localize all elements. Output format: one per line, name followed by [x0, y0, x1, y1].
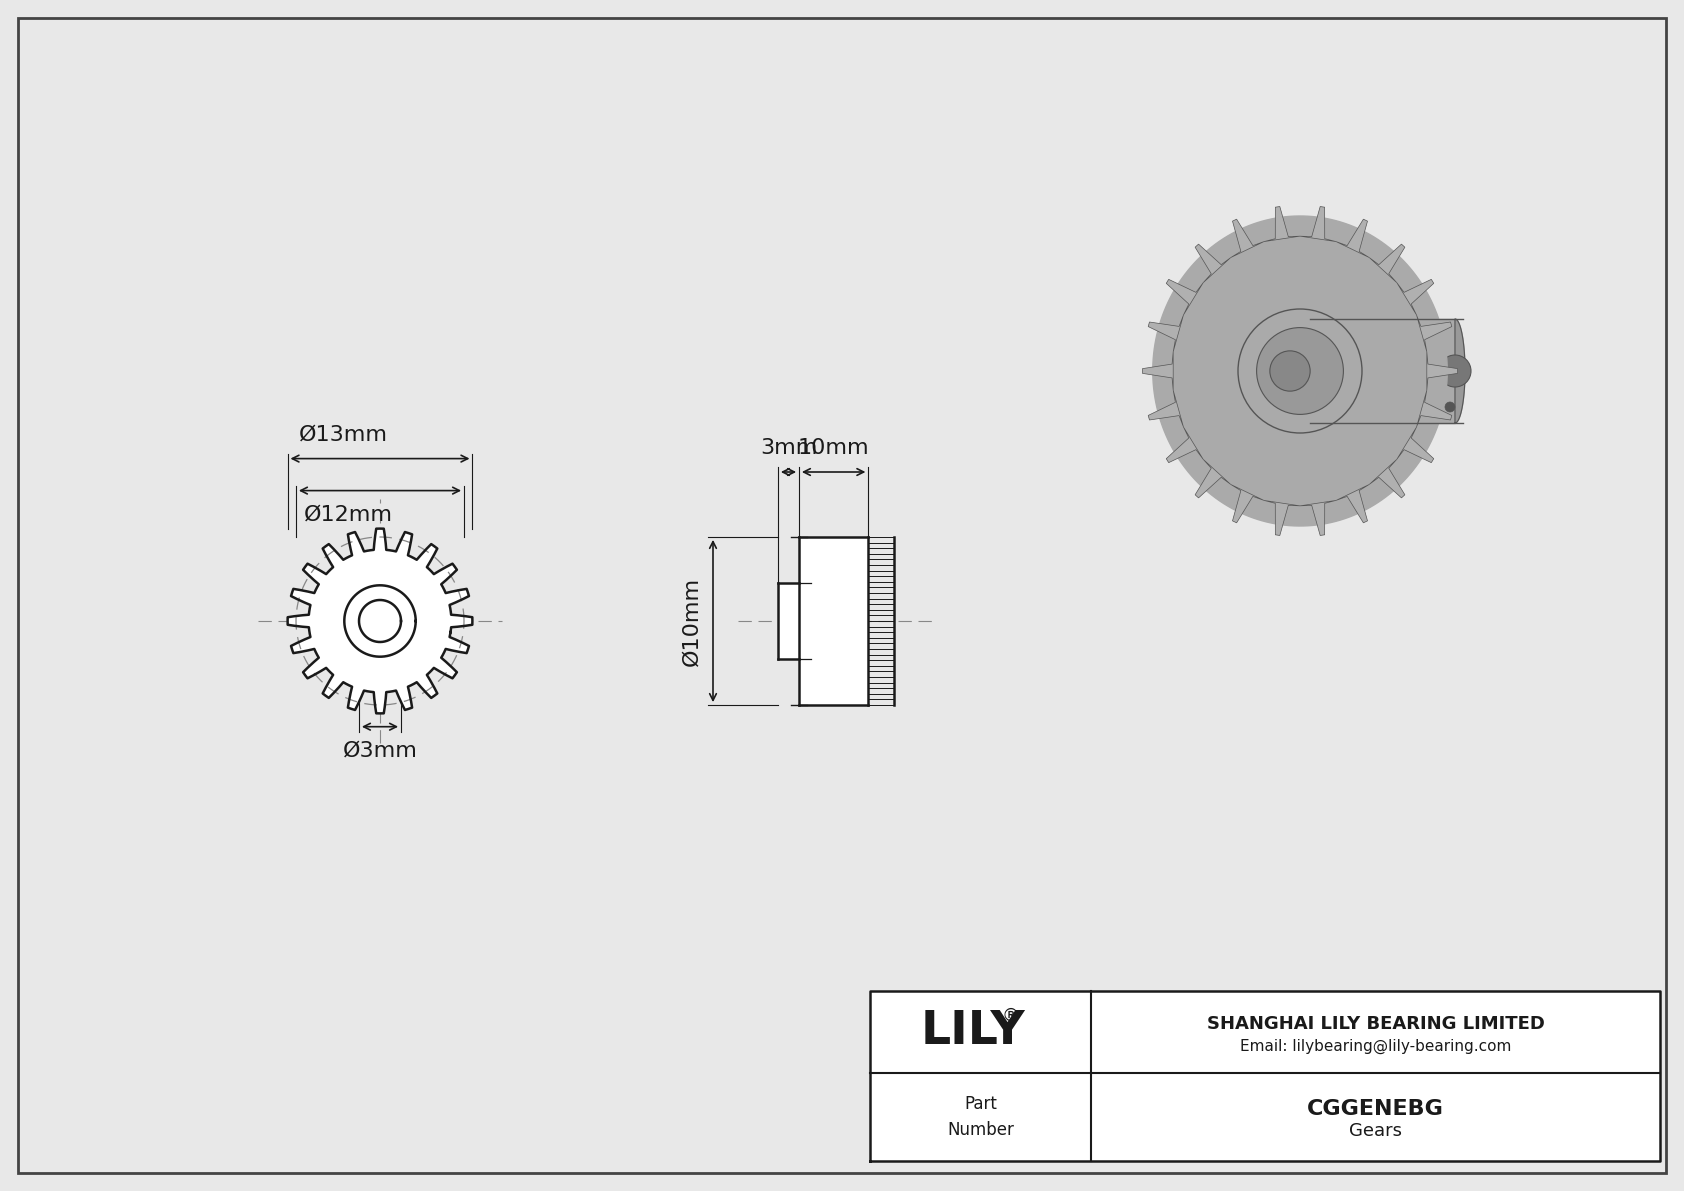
Polygon shape: [1265, 206, 1300, 242]
Text: Email: lilybearing@lily-bearing.com: Email: lilybearing@lily-bearing.com: [1239, 1040, 1511, 1054]
Polygon shape: [1396, 428, 1433, 462]
Polygon shape: [1154, 216, 1447, 526]
Text: SHANGHAI LILY BEARING LIMITED: SHANGHAI LILY BEARING LIMITED: [1207, 1015, 1544, 1033]
Polygon shape: [1300, 206, 1335, 242]
Circle shape: [1238, 308, 1362, 434]
Polygon shape: [1196, 460, 1231, 498]
Polygon shape: [288, 529, 473, 713]
Polygon shape: [1148, 391, 1184, 428]
Text: CGGENEBG: CGGENEBG: [1307, 1099, 1445, 1118]
Polygon shape: [1396, 280, 1433, 314]
Circle shape: [1270, 351, 1310, 391]
Text: 3mm: 3mm: [759, 438, 817, 459]
Polygon shape: [1416, 391, 1452, 428]
Polygon shape: [778, 584, 798, 659]
Polygon shape: [1335, 485, 1369, 523]
Polygon shape: [1455, 319, 1465, 423]
Polygon shape: [1369, 244, 1404, 282]
Polygon shape: [1426, 351, 1458, 391]
Polygon shape: [1142, 351, 1174, 391]
Text: Ø10mm: Ø10mm: [680, 576, 701, 666]
Polygon shape: [1167, 280, 1202, 314]
Polygon shape: [871, 991, 1660, 1161]
Text: ®: ®: [1002, 1006, 1019, 1024]
Polygon shape: [1196, 244, 1231, 282]
Polygon shape: [1231, 219, 1265, 257]
Text: 10mm: 10mm: [798, 438, 869, 459]
Circle shape: [1445, 403, 1455, 412]
Polygon shape: [1265, 500, 1300, 536]
Polygon shape: [1300, 500, 1335, 536]
Polygon shape: [1167, 428, 1202, 462]
Circle shape: [1440, 355, 1472, 387]
Polygon shape: [1231, 485, 1265, 523]
Polygon shape: [798, 537, 869, 705]
Polygon shape: [1369, 460, 1404, 498]
Text: Ø3mm: Ø3mm: [342, 741, 418, 761]
Circle shape: [1256, 328, 1344, 414]
Polygon shape: [308, 549, 451, 692]
Polygon shape: [1148, 314, 1184, 351]
Text: LILY: LILY: [919, 1009, 1026, 1054]
Text: Part
Number: Part Number: [946, 1095, 1014, 1139]
Polygon shape: [1325, 319, 1455, 423]
Polygon shape: [1335, 219, 1369, 257]
Text: Ø12mm: Ø12mm: [303, 505, 392, 524]
Polygon shape: [1416, 314, 1452, 351]
Text: Ø13mm: Ø13mm: [300, 425, 389, 444]
Text: Gears: Gears: [1349, 1122, 1403, 1140]
